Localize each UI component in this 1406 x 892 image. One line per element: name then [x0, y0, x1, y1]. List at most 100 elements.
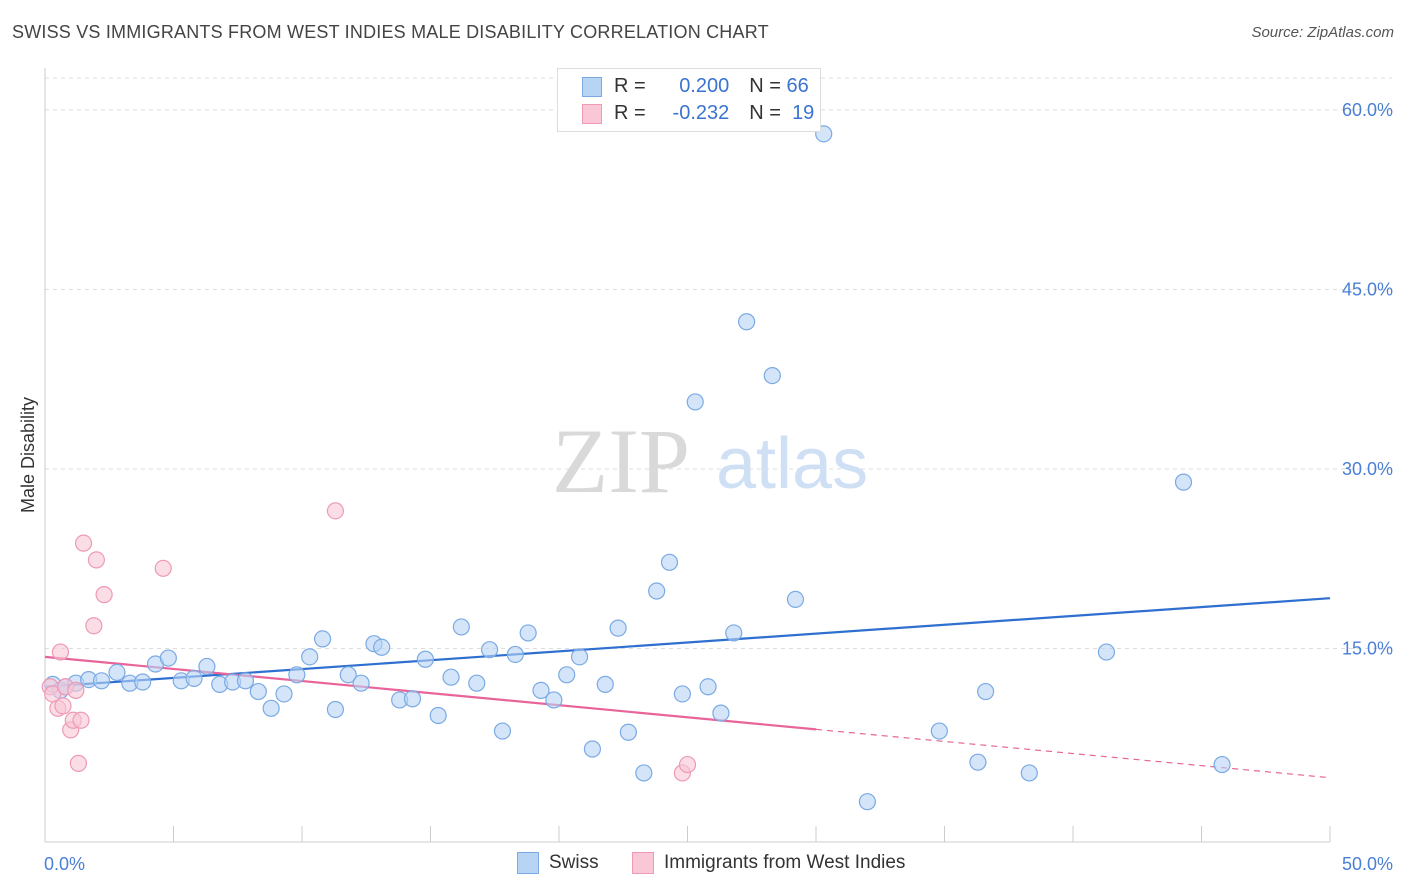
point-swiss [786, 590, 805, 609]
y-tick-label: 15.0% [1342, 638, 1393, 658]
point-swiss [403, 690, 422, 708]
legend-n-label: N = [749, 102, 781, 124]
point-west-indies [85, 617, 103, 635]
y-tick-label: 60.0% [1342, 100, 1393, 120]
trend-line-swiss [44, 597, 1331, 688]
point-west-indies [154, 559, 172, 577]
point-swiss [352, 674, 370, 692]
point-swiss [506, 645, 524, 664]
point-west-indies [678, 755, 697, 774]
point-swiss [558, 666, 576, 684]
point-swiss [545, 691, 563, 709]
point-swiss [596, 675, 614, 693]
point-swiss [468, 674, 486, 692]
point-swiss [313, 630, 332, 648]
point-swiss [619, 723, 637, 741]
point-swiss [326, 700, 345, 719]
legend-n-value: 19 [792, 102, 815, 124]
point-swiss [1097, 643, 1116, 661]
point-swiss [725, 624, 743, 642]
legend-r-value: -0.232 [672, 102, 730, 124]
point-swiss [1174, 473, 1193, 491]
point-swiss [416, 650, 434, 668]
point-swiss [858, 793, 877, 811]
y-tick-label: 45.0% [1342, 279, 1393, 299]
point-swiss [198, 657, 216, 676]
trend-line-dashed-west-indies [815, 728, 1331, 779]
point-swiss [1020, 764, 1038, 782]
point-swiss [1213, 755, 1231, 774]
point-swiss [301, 648, 319, 666]
point-swiss [635, 764, 653, 782]
point-swiss [236, 672, 255, 690]
bottom-legend-swatch-swiss [517, 852, 539, 874]
trend-lines [44, 597, 1331, 779]
x-tick-label-max: 50.0% [1342, 854, 1393, 874]
point-swiss [134, 673, 152, 691]
point-swiss [339, 666, 357, 684]
point-swiss [712, 704, 730, 722]
point-swiss [686, 393, 704, 411]
chart-title: SWISS VS IMMIGRANTS FROM WEST INDIES MAL… [12, 22, 769, 42]
point-swiss [373, 638, 391, 656]
watermark-atlas: atlas [716, 424, 868, 504]
legend-r-value: 0.200 [679, 75, 730, 97]
point-west-indies [95, 586, 113, 604]
point-swiss [493, 722, 512, 740]
legend-n-value: 66 [786, 75, 809, 97]
point-west-indies [51, 643, 70, 661]
axes [44, 68, 1331, 843]
point-west-indies [87, 551, 106, 569]
point-swiss [609, 619, 627, 637]
bottom-legend-swiss: Swiss [517, 852, 599, 874]
point-swiss [275, 685, 293, 703]
point-swiss [429, 706, 447, 725]
point-swiss [249, 682, 267, 701]
point-swiss [930, 722, 948, 740]
bottom-legend-label-swiss: Swiss [549, 852, 599, 873]
point-swiss [738, 313, 756, 331]
data-points [41, 125, 1231, 811]
point-swiss [660, 553, 679, 571]
point-swiss [570, 648, 589, 666]
source-note: Source: ZipAtlas.com [1251, 24, 1394, 41]
bottom-legend-west-indies: Immigrants from West Indies [632, 852, 905, 874]
point-west-indies [54, 697, 72, 715]
bottom-legend-swatch-west-indies [632, 852, 654, 874]
y-axis-title: Male Disability [18, 397, 38, 513]
point-west-indies [72, 711, 90, 729]
point-swiss [583, 740, 602, 758]
point-swiss [452, 618, 470, 636]
legend-swatch-swiss [582, 76, 602, 97]
axis-labels: 15.0% 30.0% 45.0% 60.0% 0.0% 50.0% [44, 100, 1393, 874]
point-swiss [442, 668, 460, 686]
point-swiss [969, 753, 987, 771]
point-swiss [288, 666, 306, 684]
point-swiss [159, 649, 177, 667]
point-swiss [532, 681, 550, 699]
watermark-zip: ZIP [552, 410, 690, 512]
point-west-indies [74, 534, 93, 552]
legend-swatch-west-indies [582, 103, 602, 124]
x-tick-label-min: 0.0% [44, 854, 85, 874]
point-west-indies [69, 754, 88, 772]
point-swiss [699, 678, 717, 696]
point-swiss [519, 624, 537, 642]
legend: R = 0.200 N = 66 R = -0.232 N = 19 [557, 68, 821, 132]
point-swiss [977, 682, 995, 701]
legend-n-label: N = [749, 75, 781, 97]
legend-row-west-indies: R = -0.232 N = 19 [582, 102, 814, 125]
legend-row-swiss: R = 0.200 N = 66 [582, 75, 809, 98]
point-swiss [92, 672, 111, 690]
grid-lines [45, 77, 1392, 649]
point-swiss [108, 663, 126, 682]
point-swiss [185, 669, 203, 687]
point-swiss [648, 582, 666, 600]
y-tick-label: 30.0% [1342, 459, 1393, 479]
trend-line-west-indies [44, 655, 817, 731]
point-west-indies [326, 502, 345, 520]
point-swiss [262, 699, 280, 717]
point-swiss [763, 367, 781, 385]
point-swiss [481, 641, 499, 659]
legend-r-label: R = [614, 102, 646, 124]
